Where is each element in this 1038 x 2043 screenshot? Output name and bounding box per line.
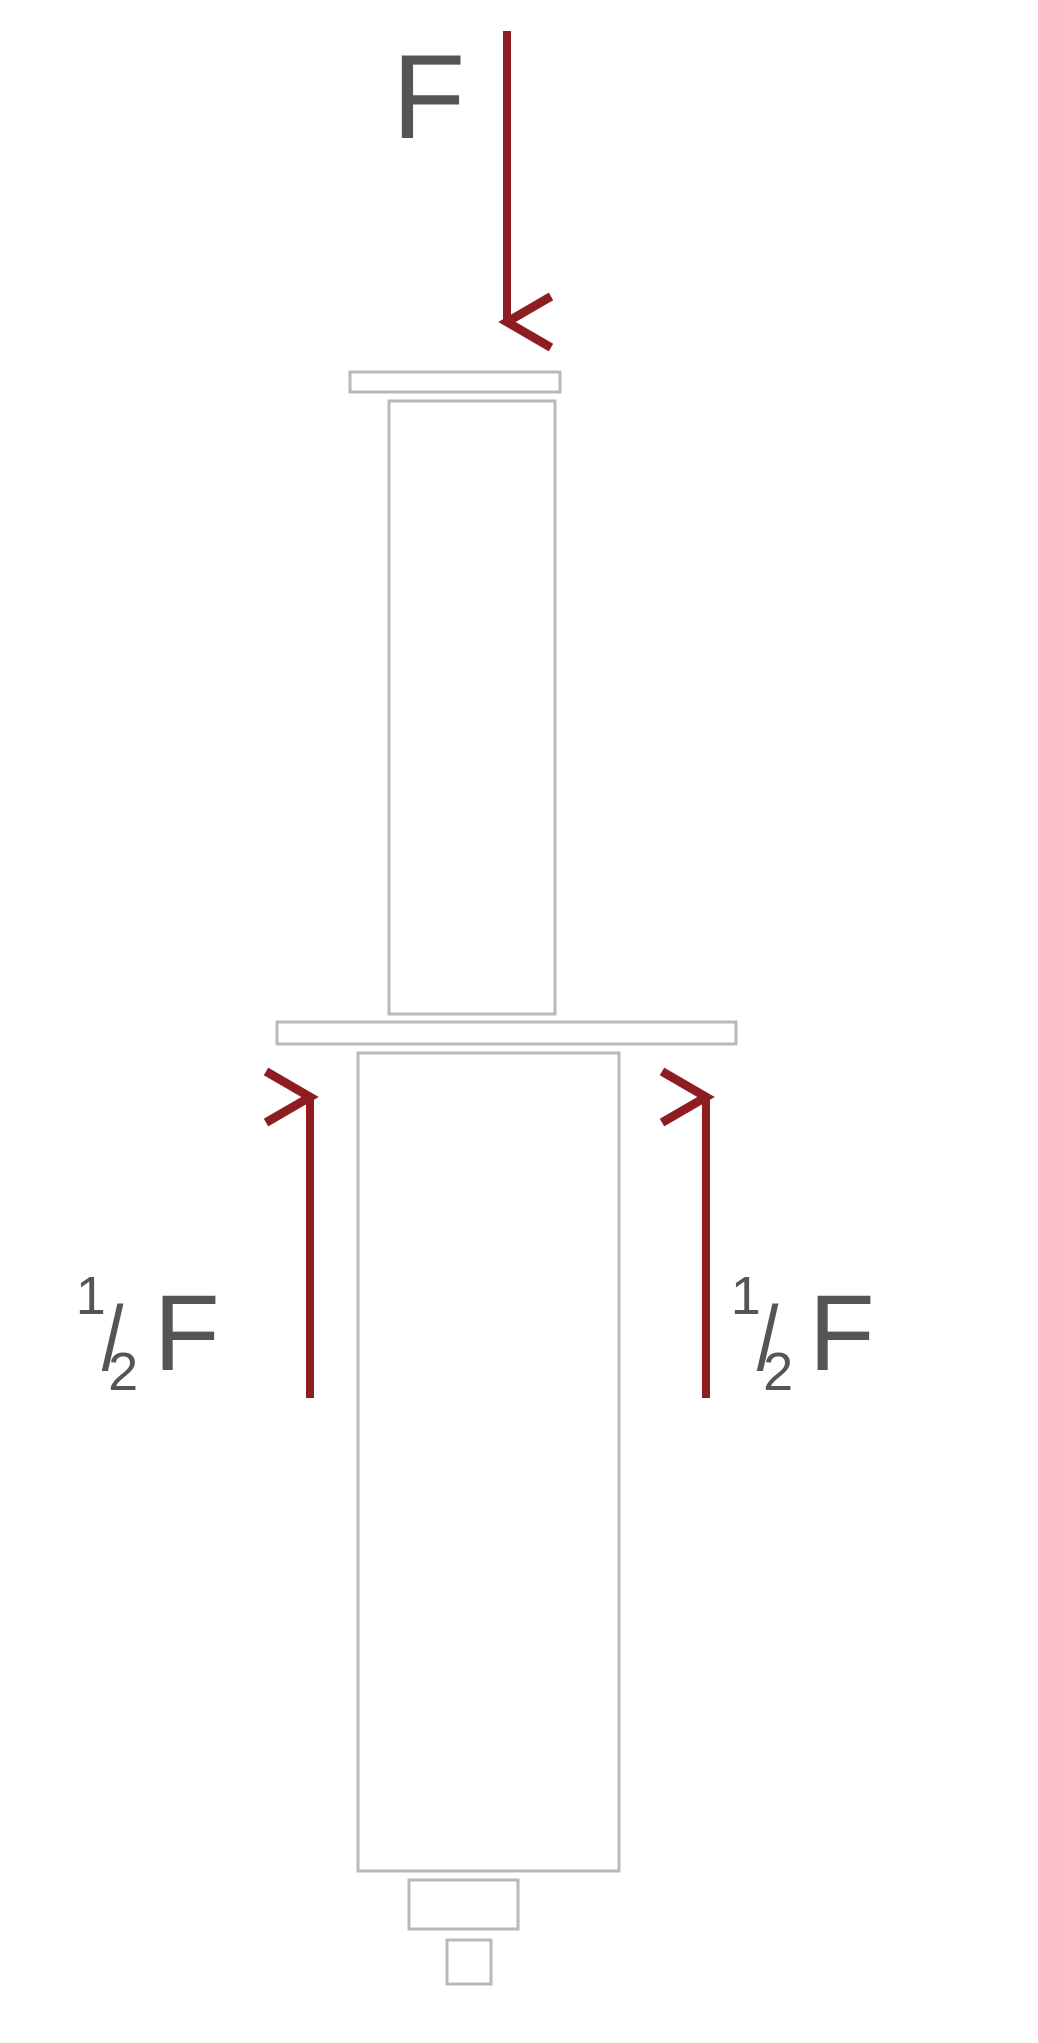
lower-body [358, 1053, 619, 1871]
top-cap [350, 372, 560, 392]
bottom-cap [409, 1880, 518, 1929]
fraction-denominator: 2 [763, 1341, 791, 1403]
top-force-label: F [392, 28, 463, 166]
right-force-label: 1 / 2 F [755, 1270, 873, 1395]
fraction-numerator: 1 [731, 1265, 759, 1327]
half-fraction-right: 1 / 2 [755, 1270, 779, 1395]
force-symbol-right: F [809, 1272, 873, 1393]
mid-plate [277, 1022, 736, 1044]
bottom-tip [447, 1940, 491, 1984]
half-fraction-left: 1 / 2 [100, 1270, 124, 1395]
force-symbol-top: F [392, 30, 463, 164]
force-diagram-svg [0, 0, 1038, 2043]
fraction-numerator: 1 [76, 1265, 104, 1327]
fraction-denominator: 2 [108, 1341, 136, 1403]
left-force-label: 1 / 2 F [100, 1270, 218, 1395]
force-symbol-left: F [154, 1272, 218, 1393]
damper-body-group [277, 372, 736, 1984]
upper-shaft [389, 401, 555, 1014]
